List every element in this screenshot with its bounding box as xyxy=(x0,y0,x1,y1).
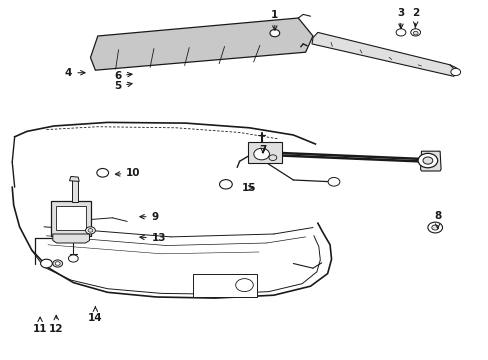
Circle shape xyxy=(268,155,276,161)
Bar xyxy=(56,206,86,230)
Polygon shape xyxy=(420,151,440,171)
Circle shape xyxy=(424,157,436,165)
Circle shape xyxy=(53,260,62,267)
Bar xyxy=(72,180,78,202)
Circle shape xyxy=(410,29,420,36)
Polygon shape xyxy=(90,18,312,70)
Circle shape xyxy=(88,229,93,232)
Text: 9: 9 xyxy=(140,212,159,222)
Circle shape xyxy=(253,148,269,160)
Polygon shape xyxy=(53,234,89,243)
Circle shape xyxy=(68,255,78,262)
Text: 4: 4 xyxy=(65,68,85,78)
Circle shape xyxy=(427,222,442,233)
Text: 8: 8 xyxy=(433,211,440,228)
Text: 15: 15 xyxy=(242,183,256,193)
Circle shape xyxy=(219,180,232,189)
Text: 2: 2 xyxy=(411,8,418,26)
FancyBboxPatch shape xyxy=(51,201,91,236)
Text: 14: 14 xyxy=(88,307,102,323)
Circle shape xyxy=(422,157,432,164)
Circle shape xyxy=(395,29,405,36)
Text: 10: 10 xyxy=(115,168,141,178)
Circle shape xyxy=(431,225,438,230)
Text: 3: 3 xyxy=(397,8,404,28)
Text: 11: 11 xyxy=(33,317,47,334)
Circle shape xyxy=(269,30,279,37)
Text: 13: 13 xyxy=(140,233,166,243)
Polygon shape xyxy=(69,176,79,181)
Circle shape xyxy=(412,31,417,35)
Text: 7: 7 xyxy=(259,145,266,155)
Polygon shape xyxy=(311,32,456,76)
Circle shape xyxy=(327,177,339,186)
Text: 12: 12 xyxy=(49,315,63,334)
Circle shape xyxy=(97,168,108,177)
Text: 5: 5 xyxy=(114,81,132,91)
Bar xyxy=(193,274,256,297)
Circle shape xyxy=(450,68,460,76)
Text: 6: 6 xyxy=(114,71,132,81)
Circle shape xyxy=(417,153,437,168)
Circle shape xyxy=(235,279,253,292)
Text: 1: 1 xyxy=(271,10,278,30)
Circle shape xyxy=(55,262,60,265)
FancyBboxPatch shape xyxy=(248,142,282,163)
Circle shape xyxy=(41,259,52,268)
Circle shape xyxy=(85,227,95,234)
